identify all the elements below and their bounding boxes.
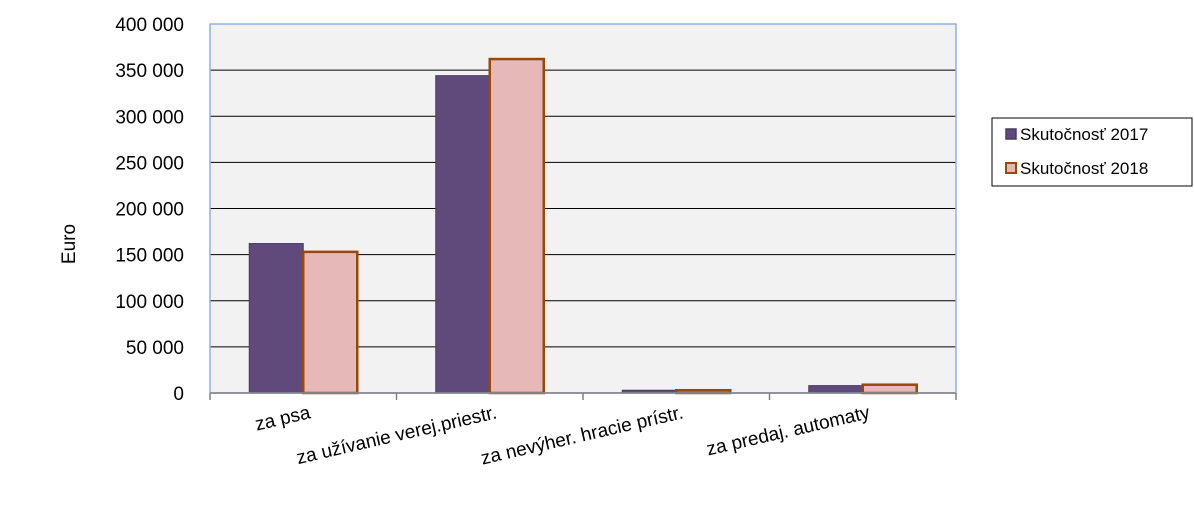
legend-box — [991, 117, 1193, 187]
y-tick-label: 0 — [173, 384, 184, 405]
bar-2018-3 — [861, 383, 918, 395]
bars — [248, 57, 918, 395]
legend: Skutočnosť 2017 Skutočnosť 2018 — [991, 117, 1193, 187]
legend-swatch-2018 — [1005, 162, 1017, 174]
y-tick-label: 100 000 — [115, 292, 184, 313]
bar-2018-1 — [488, 57, 545, 395]
legend-label-2017: Skutočnosť 2017 — [1020, 125, 1148, 144]
legend-label-2018: Skutočnosť 2018 — [1020, 159, 1148, 178]
y-tick-label: 300 000 — [115, 107, 184, 128]
x-category-label: za predaj. automaty — [705, 402, 873, 460]
bar-2017-3 — [808, 385, 864, 394]
y-tick-label: 50 000 — [126, 338, 184, 359]
y-tick-label: 350 000 — [115, 61, 184, 82]
y-tick-label: 250 000 — [115, 153, 184, 174]
y-tick-label: 200 000 — [115, 200, 184, 221]
x-category-label: za psa — [253, 402, 313, 435]
bar-2018-0 — [302, 250, 359, 395]
y-tick-label: 150 000 — [115, 246, 184, 267]
bar-2017-0 — [248, 243, 304, 394]
legend-swatch-2017 — [1005, 128, 1017, 140]
bar-2017-1 — [435, 75, 491, 394]
x-category-label: za užívanie verej.priestr. — [295, 402, 499, 469]
y-axis-tick-labels: 0 50 000 100 000 150 000 200 000 250 000 300 0… — [115, 15, 184, 405]
y-tick-label: 400 000 — [115, 15, 184, 36]
x-category-label: za nevýher. hracie prístr. — [479, 402, 685, 469]
y-axis-title: Euro — [59, 224, 80, 264]
x-axis-ticks — [209, 393, 957, 400]
